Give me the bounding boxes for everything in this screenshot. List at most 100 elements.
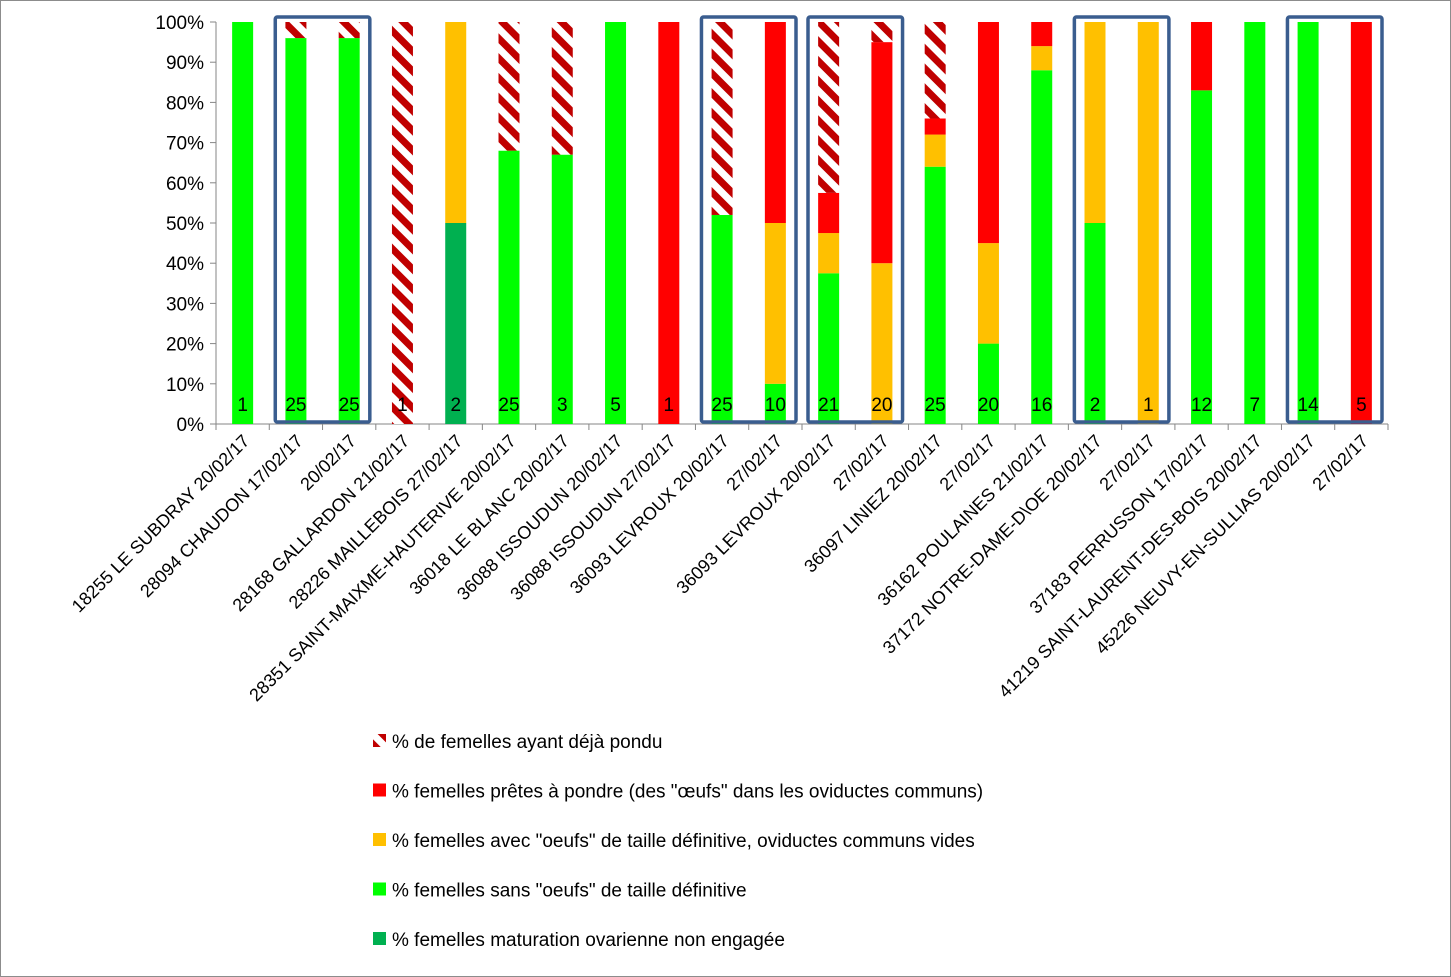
bar-segment [605,22,627,424]
sample-size-label: 25 [285,395,306,416]
bar-segment [1084,22,1106,223]
bar-segment [818,233,840,274]
legend-swatch [373,932,386,945]
sample-size-label: 3 [557,395,568,416]
sample-size-label: 20 [978,395,999,416]
bar-segment [1031,22,1053,47]
y-tick-label: 60% [166,174,204,195]
sample-size-label: 1 [237,395,248,416]
bar-segment [924,22,946,119]
bar-segment [764,223,786,384]
sample-size-label: 14 [1298,395,1320,416]
highlight-boxes [273,15,1384,424]
bar-segment [1031,46,1053,71]
legend-swatch [373,882,386,896]
legend-swatch [373,833,386,846]
y-tick-label: 100% [155,13,204,34]
bar-segment [498,150,520,424]
legend-label: % femelles avec "oeufs" de taille défini… [392,831,975,852]
y-tick-label: 30% [166,294,204,315]
sample-size-label: 1 [664,395,675,416]
bar-segment [285,38,307,424]
bar-segment [285,22,307,39]
sample-size-label: 2 [450,395,461,416]
bar-segment [1137,22,1159,424]
bar-segment [711,214,733,424]
sample-size-label: 20 [871,395,892,416]
bar-segment [1031,70,1053,425]
sample-size-label: 25 [339,395,360,416]
bar-segment [818,273,840,424]
bar-segment [338,38,360,424]
bar-segment [391,22,413,424]
sample-size-label: 10 [765,395,786,416]
bar-segment [338,22,360,39]
y-tick-label: 10% [166,375,204,396]
axes: 0% 10% 20% 30% 40% 50% 60% 70% 80% 90% 100% [155,13,1389,436]
legend-label: % femelles prêtes à pondre (des "œufs" d… [392,782,983,803]
bar-segment [977,343,999,424]
sample-size-label: 16 [1031,395,1052,416]
bar-segment [818,22,840,193]
sample-size-label: 7 [1250,395,1261,416]
legend: % de femelles ayant déjà pondu % femelles… [373,732,983,951]
sample-size-labels: 1 25 25 1 2 25 3 5 1 25 10 21 20 25 20 16 2 1 12 7 14 5 [237,395,1366,416]
sample-size-label: 1 [1143,395,1154,416]
category-label: 27/02/17 [1308,431,1372,495]
highlight-box [273,15,372,424]
legend-swatch [373,783,386,797]
highlight-box [1285,15,1384,424]
bar-segment [711,22,733,215]
bar-segment [1191,22,1213,91]
sample-size-label: 25 [925,395,946,416]
sample-size-label: 12 [1191,395,1212,416]
y-tick-label: 90% [166,53,204,74]
y-tick-label: 40% [166,254,204,275]
bar-segment [1350,22,1372,424]
highlight-box [699,15,798,424]
bar-segment [232,22,254,424]
bar-segment [764,22,786,223]
bar-segment [924,118,946,135]
sample-size-label: 5 [1356,395,1367,416]
bars [232,22,1372,425]
sample-size-label: 2 [1090,395,1101,416]
bar-segment [1297,22,1319,424]
legend-label: % femelles maturation ovarienne non enga… [392,930,785,951]
y-tick-label: 20% [166,335,204,356]
sample-size-label: 21 [818,395,839,416]
bar-segment [924,134,946,167]
bar-segment [818,192,840,234]
bar-segment [551,154,573,424]
highlight-box [1072,15,1171,424]
bar-segment [924,166,946,424]
bar-segment [1191,90,1213,424]
bar-segment [551,22,573,155]
sample-size-label: 5 [610,395,621,416]
sample-size-label: 1 [397,395,408,416]
bar-segment [445,22,467,223]
bar-segment [498,22,520,151]
legend-label: % femelles sans "oeufs" de taille défini… [392,881,747,902]
bar-segment [977,243,999,344]
y-tick-label: 70% [166,134,204,155]
y-tick-label: 50% [166,214,204,235]
sample-size-label: 25 [712,395,733,416]
bar-segment [764,383,786,424]
legend-label: % de femelles ayant déjà pondu [392,732,662,753]
bar-segment [1084,223,1106,424]
y-tick-label: 80% [166,93,204,114]
bar-segment [871,42,893,264]
legend-swatch [373,734,386,747]
bar-segment [445,223,467,424]
y-tick-label: 0% [177,415,205,436]
highlight-box [806,15,905,424]
bar-segment [871,22,893,43]
bar-segment [658,22,680,424]
bar-segment [977,22,999,244]
bar-segment [871,263,893,424]
bar-segment [1244,22,1266,424]
